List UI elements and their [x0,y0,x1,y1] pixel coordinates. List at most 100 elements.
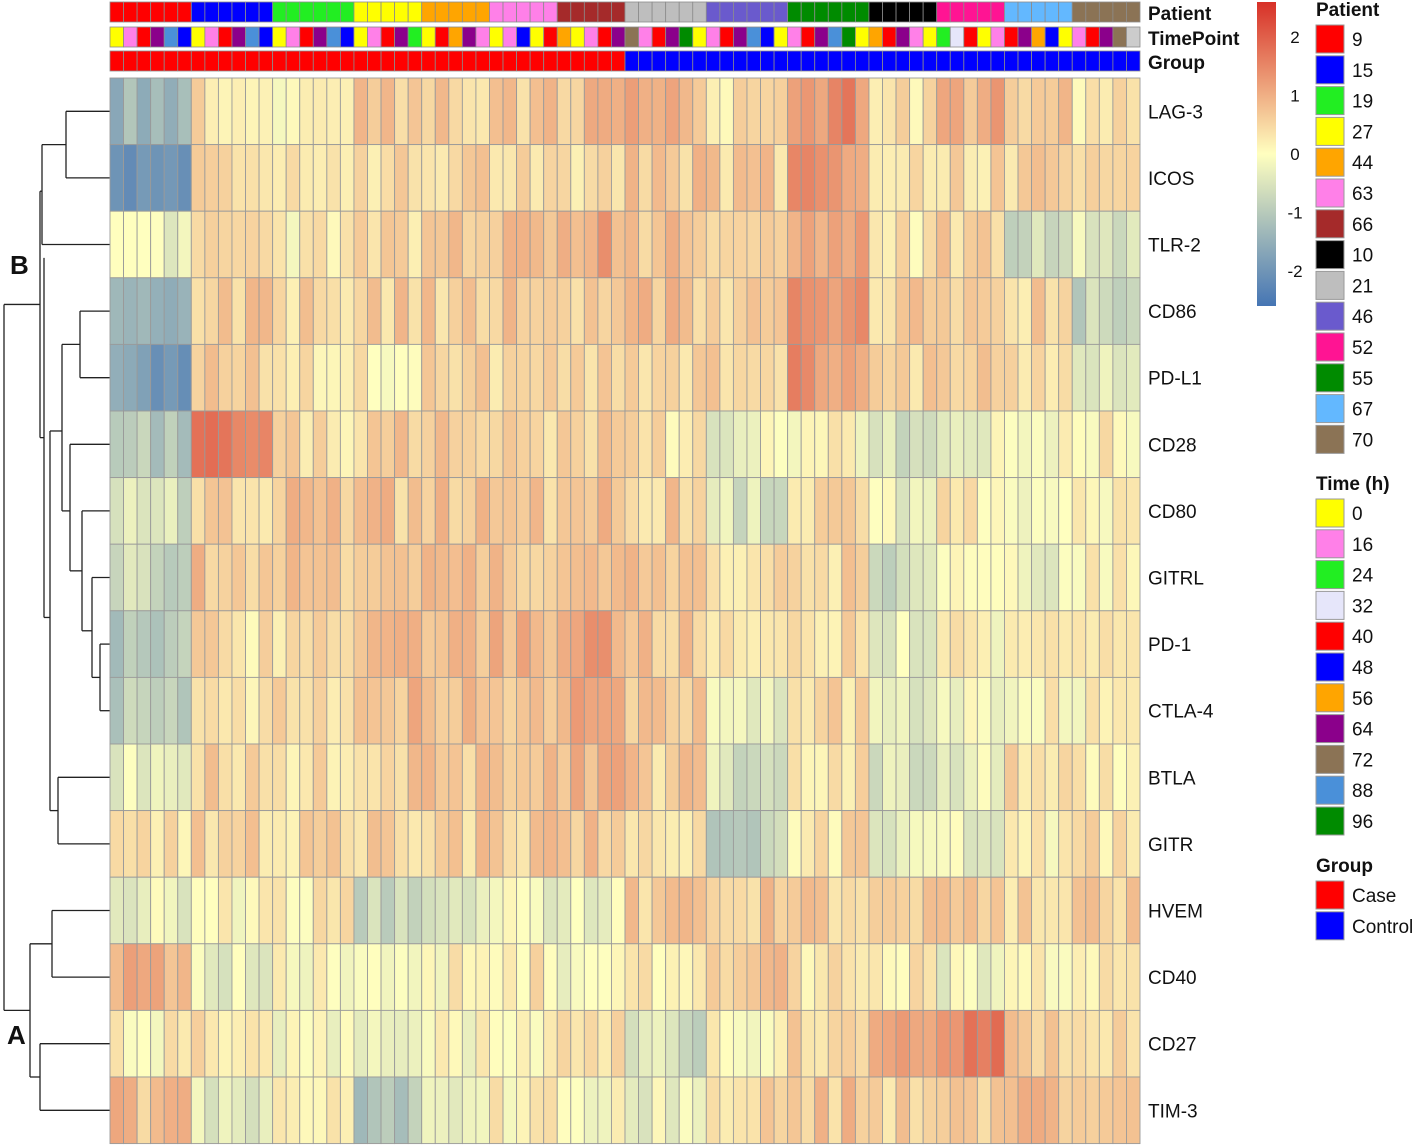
heatmap-cell [638,1076,653,1145]
patient-legend-swatch [1315,116,1345,146]
heatmap-cell [1004,210,1019,279]
heatmap-cell [489,676,504,745]
heatmap-cell [461,610,477,678]
heatmap-cell [217,943,233,1011]
heatmap-cell [516,477,531,545]
heatmap-cell [638,943,653,1011]
patient-annotation-cell [827,1,843,23]
heatmap-cell [461,277,477,345]
row-dendrogram [3,110,110,1111]
heatmap-cell [461,743,477,812]
heatmap-cell [1058,410,1073,479]
group-annotation-cell [719,50,734,72]
heatmap-cell [678,77,694,146]
heatmap-cell [665,676,680,745]
heatmap-cell [949,210,965,279]
heatmap-cell [299,210,314,279]
heatmap-cell [841,1009,856,1078]
heatmap-cell [461,1076,477,1145]
patient-legend-label: 70 [1352,430,1373,451]
heatmap-cell [963,210,978,279]
heatmap-cell [692,144,707,212]
heatmap-cell [909,477,924,545]
heatmap-cell [990,410,1005,479]
heatmap-cell [353,676,368,745]
timepoint-annotation-cell [1031,26,1046,48]
heatmap-cell [1098,876,1114,945]
heatmap-cell [1125,943,1141,1011]
heatmap-cell [394,743,409,812]
heatmap-cell [312,810,328,878]
heatmap-cell [651,477,667,545]
heatmap-cell [407,277,423,345]
heatmap-cell [1071,810,1087,878]
heatmap-cell [136,743,152,812]
patient-annotation-cell [1126,1,1141,23]
heatmap-cell [665,343,680,412]
heatmap-cell [665,77,680,146]
heatmap-cell [150,743,165,812]
heatmap-cell [963,477,978,545]
timepoint-annotation-cell [624,26,639,48]
heatmap-cell [909,676,924,745]
heatmap-cell [1031,743,1046,812]
heatmap-cell [177,810,192,878]
heatmap-cell [827,743,843,812]
heatmap-cell [787,210,802,279]
heatmap-cell [136,943,152,1011]
group-annotation-cell [570,50,585,72]
heatmap-cell [692,543,707,612]
heatmap-cell [990,277,1005,345]
heatmap-cell [949,343,965,412]
heatmap-cell [949,77,965,146]
heatmap-cell [190,144,206,212]
heatmap-cell [746,1009,761,1078]
heatmap-cell [326,676,341,745]
heatmap-cell [1058,144,1073,212]
heatmap-cell [461,810,477,878]
heatmap-cell [339,810,355,878]
heatmap-cell [1031,543,1046,612]
cluster-label-a: A [7,1020,26,1050]
heatmap-cell [610,1076,626,1145]
heatmap-cell [1044,1076,1060,1145]
group-annotation-cell [638,50,653,72]
heatmap-cell [800,477,816,545]
time-legend-swatch [1315,621,1345,651]
heatmap-cell [394,410,409,479]
heatmap-cell [773,543,789,612]
heatmap-cell [773,743,789,812]
timepoint-annotation-cell [705,26,721,48]
heatmap-cell [1112,610,1127,678]
heatmap-cell [380,144,396,212]
patient-annotation-cell [570,1,585,23]
heatmap-cell [461,77,477,146]
heatmap-cell [529,943,545,1011]
heatmap-cell [285,144,301,212]
heatmap-cell [380,543,396,612]
heatmap-cell [150,144,165,212]
heatmap-cell [746,1076,761,1145]
heatmap-cell [705,477,721,545]
heatmap-cell [475,876,490,945]
time-legend-label: 56 [1352,689,1373,710]
heatmap-cell [624,410,640,479]
heatmap-cell [326,343,341,412]
heatmap-cell [732,810,748,878]
group-annotation-cell [597,50,612,72]
patient-annotation-cell [556,1,572,23]
heatmap-cell [760,876,775,945]
heatmap-cell [570,343,585,412]
heatmap-cell [868,943,883,1011]
heatmap-cell [163,477,179,545]
heatmap-cell [895,743,911,812]
heatmap-cell [1098,943,1114,1011]
heatmap-cell [597,876,612,945]
patient-annotation-cell [231,1,246,23]
heatmap-cell [556,810,572,878]
patient-legend-title: Patient [1316,0,1380,21]
heatmap-cell [773,810,789,878]
heatmap-cell [868,343,883,412]
heatmap-cell [448,1009,463,1078]
heatmap-cell [1071,77,1087,146]
